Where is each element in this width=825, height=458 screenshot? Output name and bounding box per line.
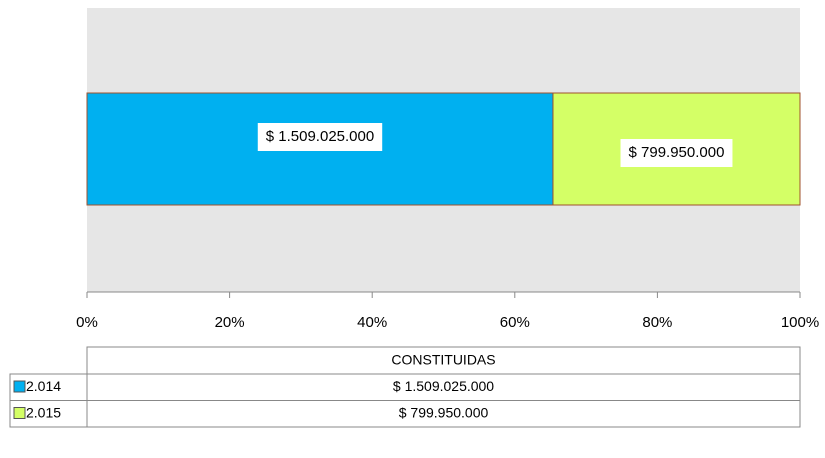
data-label: $ 1.509.025.000 [266, 128, 374, 145]
x-tick-label: 80% [642, 314, 672, 331]
x-tick-label: 40% [357, 314, 387, 331]
legend-swatch [13, 380, 26, 393]
data-label: $ 799.950.000 [629, 144, 725, 161]
x-tick-label: 20% [215, 314, 245, 331]
table-value: $ 1.509.025.000 [393, 378, 494, 394]
table-value: $ 799.950.000 [399, 404, 489, 420]
legend-label: 2.015 [26, 404, 61, 420]
x-tick-label: 0% [76, 314, 98, 331]
table-header: CONSTITUIDAS [391, 352, 495, 368]
x-tick-label: 60% [500, 314, 530, 331]
legend-swatch [13, 407, 26, 419]
legend-label: 2.014 [26, 378, 61, 394]
x-tick-label: 100% [781, 314, 819, 331]
data-label-box [257, 123, 383, 151]
table-row [9, 400, 801, 428]
data-label-box [620, 139, 733, 167]
